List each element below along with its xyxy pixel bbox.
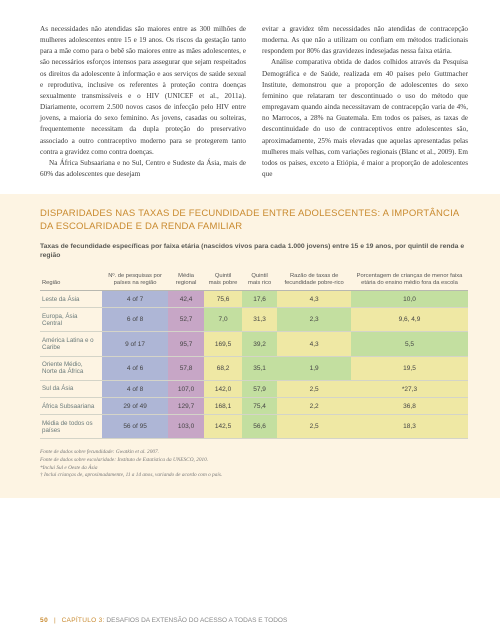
table-row: Sul da Ásia4 of 8107,0142,057,92,5*27,3 [40, 380, 468, 397]
body-col-1: As necessidades não atendidas são maiore… [40, 24, 246, 180]
data-cell: 68,2 [204, 356, 242, 380]
data-cell: 42,4 [168, 291, 204, 308]
region-cell: Oriente Médio, Norte da África [40, 356, 102, 380]
data-cell: 57,9 [242, 380, 277, 397]
data-cell: 4,3 [277, 332, 351, 356]
col-head: Quintil mais pobre [204, 270, 242, 290]
para: As necessidades não atendidas são maiore… [40, 24, 246, 158]
region-cell: África Subsaariana [40, 398, 102, 415]
table-row: Europa, Ásia Central6 of 852,77,031,32,3… [40, 308, 468, 332]
data-cell: 56 of 95 [102, 415, 168, 439]
chapter-text: DESAFIOS DA EXTENSÃO DO ACESSO A TODAS E… [106, 617, 287, 624]
table-header-row: Região Nº. de pesquisas por países na re… [40, 270, 468, 290]
table-footnotes: Fonte de dados sobre fecundidade: Gwatki… [40, 449, 468, 480]
col-head: Porcentagem de crianças de menor faixa e… [351, 270, 468, 290]
para: Na África Subsaariana e no Sul, Centro e… [40, 158, 246, 180]
para: evitar a gravidez têm necessidades não a… [262, 24, 468, 57]
region-cell: América Latina e o Caribe [40, 332, 102, 356]
table-row: Leste da Ásia4 of 742,475,617,64,310,0 [40, 291, 468, 308]
data-cell: 6 of 8 [102, 308, 168, 332]
data-cell: 17,6 [242, 291, 277, 308]
data-cell: 4 of 7 [102, 291, 168, 308]
data-cell: 2,5 [277, 415, 351, 439]
data-cell: 4 of 8 [102, 380, 168, 397]
col-head: Média regional [168, 270, 204, 290]
data-cell: 19,5 [351, 356, 468, 380]
data-cell: 9,6, 4,9 [351, 308, 468, 332]
chapter-label: CAPÍTULO 3: [62, 617, 105, 624]
data-cell: 7,0 [204, 308, 242, 332]
col-head: Razão de taxas de fecundidade pobre-rico [277, 270, 351, 290]
data-cell: 31,3 [242, 308, 277, 332]
data-cell: 95,7 [168, 332, 204, 356]
data-cell: 39,2 [242, 332, 277, 356]
table-row: Média de todos os países56 of 95103,0142… [40, 415, 468, 439]
table-row: América Latina e o Caribe9 of 1795,7169,… [40, 332, 468, 356]
region-cell: Europa, Ásia Central [40, 308, 102, 332]
data-cell: 2,2 [277, 398, 351, 415]
table-subtitle: Taxas de fecundidade específicas por fai… [40, 242, 468, 260]
data-cell: 35,1 [242, 356, 277, 380]
region-cell: Leste da Ásia [40, 291, 102, 308]
data-cell: 57,8 [168, 356, 204, 380]
col-head: Nº. de pesquisas por países na região [102, 270, 168, 290]
para: Análise comparativa obtida de dados colh… [262, 57, 468, 180]
data-cell: 107,0 [168, 380, 204, 397]
data-cell: 169,5 [204, 332, 242, 356]
data-cell: 4,3 [277, 291, 351, 308]
data-cell: 1,9 [277, 356, 351, 380]
data-cell: 10,0 [351, 291, 468, 308]
data-cell: 36,8 [351, 398, 468, 415]
table-title: DISPARIDADES NAS TAXAS DE FECUNDIDADE EN… [40, 208, 468, 234]
table-row: África Subsaariana29 of 49129,7168,175,4… [40, 398, 468, 415]
data-cell: 168,1 [204, 398, 242, 415]
page-number: 50 [40, 617, 48, 624]
data-cell: 2,5 [277, 380, 351, 397]
data-cell: 29 of 49 [102, 398, 168, 415]
data-cell: 75,6 [204, 291, 242, 308]
data-cell: 56,6 [242, 415, 277, 439]
data-cell: 5,5 [351, 332, 468, 356]
data-cell: 18,3 [351, 415, 468, 439]
table-section: DISPARIDADES NAS TAXAS DE FECUNDIDADE EN… [0, 194, 500, 498]
region-cell: Média de todos os países [40, 415, 102, 439]
data-cell: *27,3 [351, 380, 468, 397]
body-columns: As necessidades não atendidas são maiore… [0, 0, 500, 194]
footnote: *Inclui Sul e Oeste da Ásia [40, 465, 468, 473]
footnote: † Inclui crianças de, aproximadamente, 1… [40, 472, 468, 480]
data-cell: 142,0 [204, 380, 242, 397]
region-cell: Sul da Ásia [40, 380, 102, 397]
fertility-table: Região Nº. de pesquisas por países na re… [40, 270, 468, 439]
data-cell: 129,7 [168, 398, 204, 415]
data-cell: 4 of 6 [102, 356, 168, 380]
data-cell: 103,0 [168, 415, 204, 439]
footnote: Fonte de dados sobre fecundidade: Gwatki… [40, 449, 468, 457]
footnote: Fonte de dados sobre escolaridade: Insti… [40, 457, 468, 465]
data-cell: 9 of 17 [102, 332, 168, 356]
data-cell: 75,4 [242, 398, 277, 415]
footer-separator: | [54, 617, 56, 624]
col-head: Quintil mais rico [242, 270, 277, 290]
body-col-2: evitar a gravidez têm necessidades não a… [262, 24, 468, 180]
data-cell: 142,5 [204, 415, 242, 439]
page-footer: 50 | CAPÍTULO 3: DESAFIOS DA EXTENSÃO DO… [40, 617, 287, 624]
data-cell: 2,3 [277, 308, 351, 332]
col-head: Região [40, 270, 102, 290]
table-row: Oriente Médio, Norte da África4 of 657,8… [40, 356, 468, 380]
data-cell: 52,7 [168, 308, 204, 332]
